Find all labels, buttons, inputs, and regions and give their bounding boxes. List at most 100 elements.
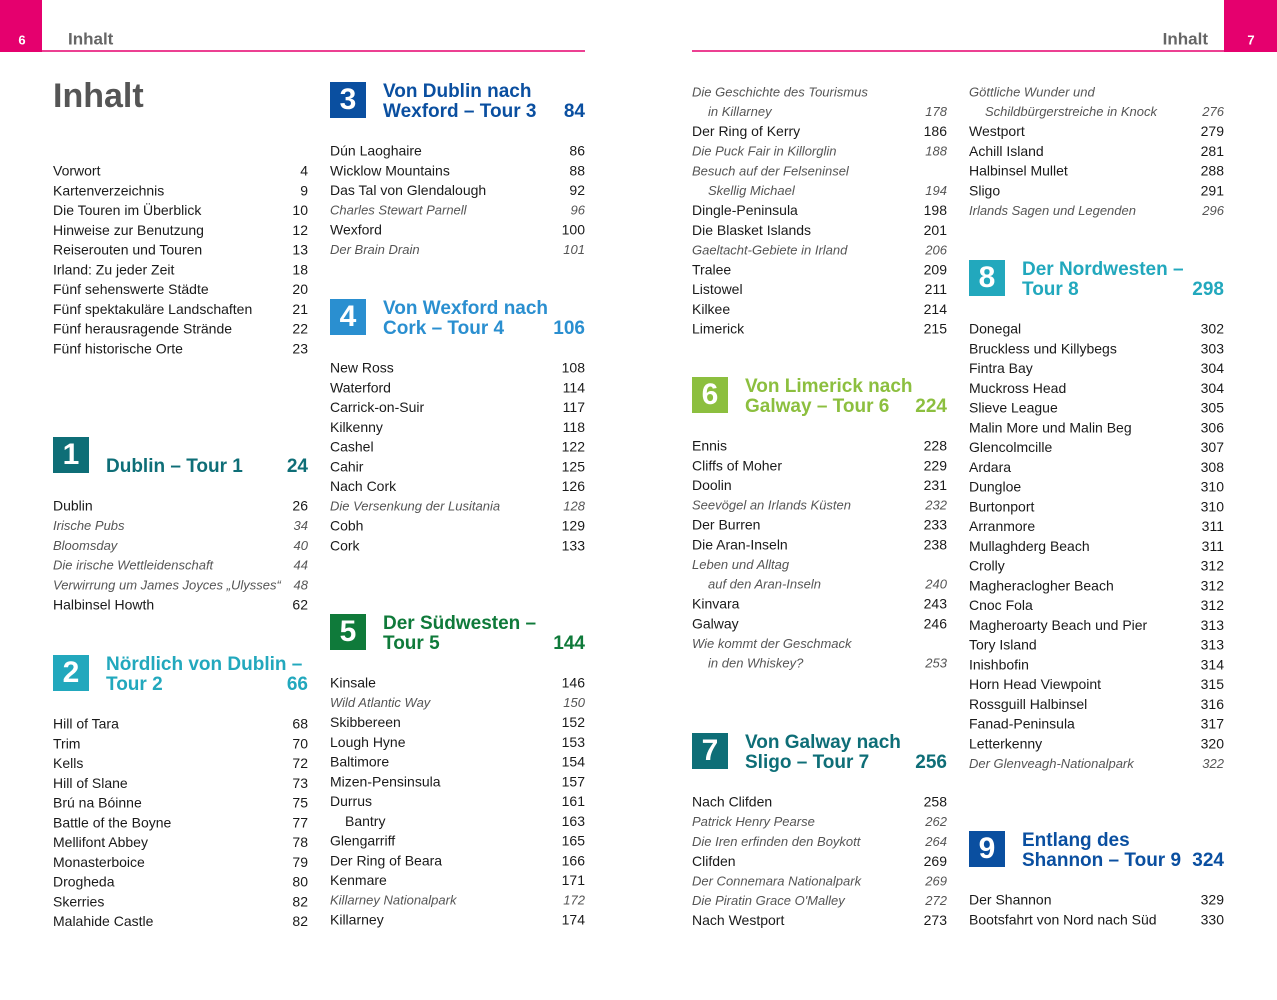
entry-text: Westport (969, 123, 1025, 139)
entry-text: Waterford (330, 379, 391, 395)
entry-page: 232 (924, 498, 947, 513)
entry-text: Trim (53, 735, 80, 751)
entry-page: 174 (562, 912, 586, 928)
entry-text: in Killarney (708, 104, 773, 119)
entry-text: Fünf sehenswerte Städte (53, 281, 209, 297)
entry-text: Fünf herausragende Strände (53, 321, 232, 337)
entry-page: 108 (562, 360, 586, 376)
entry-page: 307 (1201, 439, 1225, 455)
entry-text: Cashel (330, 439, 374, 455)
entry-text: Kartenverzeichnis (53, 182, 164, 198)
entry-text: Cork (330, 537, 361, 553)
entry-text: Glencolmcille (969, 439, 1052, 455)
entry-page: 303 (1201, 340, 1225, 356)
entry-text: Cnoc Fola (969, 597, 1033, 613)
entry-page: 117 (563, 399, 586, 415)
section-page: 224 (915, 396, 947, 417)
entry-page: 228 (924, 438, 948, 454)
page-number: 7 (1247, 32, 1254, 47)
entry-text: Irlands Sagen und Legenden (969, 203, 1136, 218)
entry-page: 23 (292, 340, 308, 356)
entry-text: Vorwort (53, 163, 101, 179)
entry-text: Wie kommt der Geschmack (692, 636, 853, 651)
entry-page: 238 (924, 536, 948, 552)
entry-page: 312 (1201, 558, 1225, 574)
entry-text: Malin More und Malin Beg (969, 419, 1132, 435)
entry-text: Slieve League (969, 400, 1058, 416)
entry-page: 269 (924, 853, 948, 869)
entry-page: 62 (292, 596, 308, 612)
entry-page: 313 (1201, 637, 1225, 653)
entry-text: Leben und Alltag (692, 557, 790, 572)
entry-page: 304 (1201, 360, 1225, 376)
entry-text: Skellig Michael (708, 183, 796, 198)
entry-text: Skerries (53, 893, 104, 909)
entry-text: Dungloe (969, 479, 1021, 495)
entry-page: 310 (1201, 498, 1225, 514)
section-title: Dublin – Tour 1 (106, 456, 243, 477)
entry-page: 171 (562, 872, 586, 888)
entry-page: 320 (1201, 735, 1225, 751)
entry-text: Cliffs of Moher (692, 457, 782, 473)
entry-page: 240 (924, 577, 947, 592)
entry-page: 304 (1201, 380, 1225, 396)
entry-text: Irische Pubs (53, 518, 125, 533)
section-badge (330, 299, 366, 335)
section-title: Cork – Tour 4 (383, 318, 504, 339)
entry-page: 233 (924, 517, 948, 533)
entry-text: Glengarriff (330, 833, 395, 849)
entry-text: Verwirrung um James Joyces „Ulysses“ (53, 577, 281, 592)
entry-text: in den Whiskey? (708, 656, 804, 671)
entry-text: Drogheda (53, 874, 115, 890)
section-title: Shannon – Tour 9 (1022, 850, 1181, 871)
entry-text: Fanad-Peninsula (969, 716, 1075, 732)
entry-text: Der Ring of Kerry (692, 123, 800, 139)
entry-page: 315 (1201, 676, 1225, 692)
section-badge (969, 260, 1005, 296)
entry-text: Fintra Bay (969, 360, 1033, 376)
entry-text: Dún Laoghaire (330, 143, 422, 159)
entry-page: 312 (1201, 597, 1225, 613)
entry-text: Nach Westport (692, 912, 784, 928)
entry-page: 125 (562, 458, 586, 474)
entry-text: Doolin (692, 477, 732, 493)
entry-page: 126 (562, 478, 586, 494)
entry-text: Patrick Henry Pearse (692, 814, 815, 829)
entry-text: Wexford (330, 222, 382, 238)
entry-page: 128 (563, 499, 585, 514)
entry-text: Nach Clifden (692, 794, 772, 810)
entry-text: Durrus (330, 793, 372, 809)
entry-page: 273 (924, 912, 948, 928)
entry-page: 75 (292, 795, 308, 811)
entry-text: Arranmore (969, 518, 1035, 534)
entry-page: 322 (1202, 756, 1224, 771)
entry-text: Battle of the Boyne (53, 814, 172, 830)
entry-text: Kinsale (330, 675, 376, 691)
entry-page: 229 (924, 457, 948, 473)
section-title: Entlang des (1022, 830, 1130, 851)
entry-text: Irland: Zu jeder Zeit (53, 261, 174, 277)
section-title: Von Wexford nach (383, 298, 548, 319)
entry-text: Letterkenny (969, 735, 1042, 751)
section-page: 256 (915, 752, 947, 773)
entry-text: Listowel (692, 281, 743, 297)
section-page: 324 (1192, 850, 1224, 871)
entry-text: Der Burren (692, 517, 760, 533)
section-title: Tour 2 (106, 674, 163, 695)
entry-text: Charles Stewart Parnell (330, 203, 468, 218)
entry-page: 10 (292, 202, 308, 218)
entry-text: Cahir (330, 458, 364, 474)
section-number: 2 (63, 656, 80, 689)
entry-text: Der Brain Drain (330, 242, 420, 257)
entry-text: Die Piratin Grace O'Malley (692, 893, 846, 908)
entry-text: Sligo (969, 182, 1000, 198)
entry-page: 4 (300, 163, 308, 179)
entry-text: Der Ring of Beara (330, 852, 442, 868)
entry-page: 276 (1201, 104, 1224, 119)
page-number: 6 (18, 32, 25, 47)
section-badge (53, 437, 89, 473)
entry-page: 13 (292, 242, 308, 258)
entry-text: Baltimore (330, 754, 389, 770)
entry-page: 79 (292, 854, 308, 870)
entry-text: Schildbürgerstreiche in Knock (985, 104, 1158, 119)
